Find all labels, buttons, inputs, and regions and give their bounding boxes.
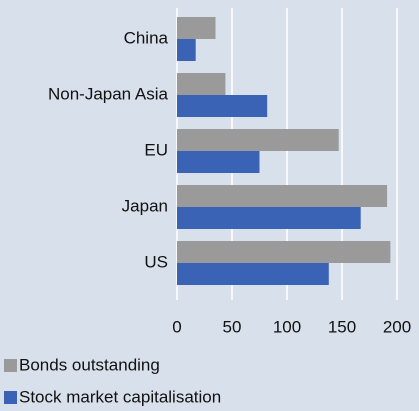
legend-label: Bonds outstanding (19, 355, 160, 374)
category-label: China (124, 28, 169, 47)
x-tick-label: 50 (223, 317, 242, 336)
category-label: US (144, 252, 168, 271)
category-label: Non-Japan Asia (48, 84, 169, 103)
bar (177, 185, 388, 207)
bar (177, 95, 268, 117)
bar (177, 73, 226, 95)
legend-label: Stock market capitalisation (19, 387, 221, 406)
legend-swatch (4, 359, 17, 372)
category-label: Japan (122, 196, 168, 215)
x-tick-label: 100 (273, 317, 301, 336)
bar (177, 17, 216, 39)
bar (177, 151, 260, 173)
bar (177, 39, 196, 61)
x-tick-label: 0 (172, 317, 181, 336)
bar (177, 129, 339, 151)
bar (177, 263, 329, 285)
bar (177, 207, 361, 229)
x-tick-label: 150 (328, 317, 356, 336)
legend-swatch (4, 391, 17, 404)
bar (177, 241, 391, 263)
category-label: EU (144, 140, 168, 159)
x-tick-label: 200 (383, 317, 411, 336)
